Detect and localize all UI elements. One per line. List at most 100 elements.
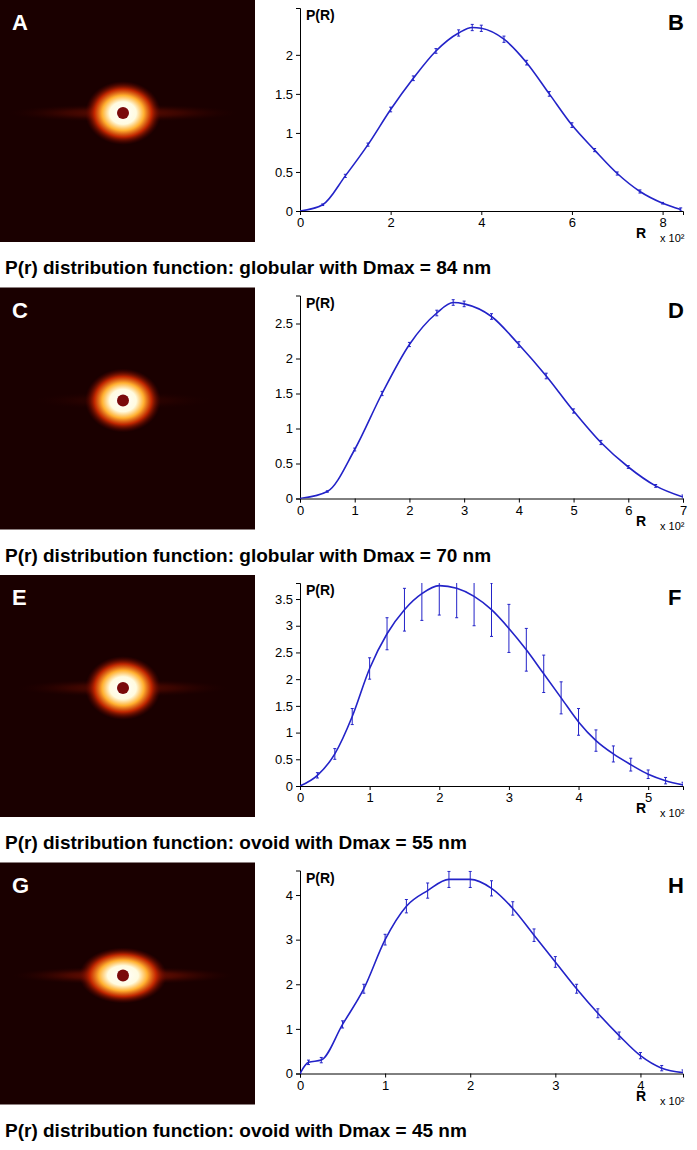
image-background	[0, 863, 255, 1105]
y-tick-label: 2	[286, 672, 293, 687]
x-tick-label: 3	[506, 790, 513, 805]
y-axis-title: P(R)	[306, 7, 335, 23]
y-axis: 00.511.522.533.5	[275, 584, 301, 794]
x-tick: 5	[570, 499, 577, 518]
y-tick: 2.5	[275, 316, 300, 331]
y-tick-label: 2.5	[275, 316, 293, 331]
y-tick-mark	[296, 895, 300, 896]
y-axis-line	[296, 584, 301, 787]
scatter-glow	[85, 369, 161, 433]
y-tick: 3	[286, 932, 300, 947]
y-tick-mark	[296, 359, 300, 360]
x-axis-line	[301, 1074, 684, 1078]
y-tick-label: 1	[286, 126, 293, 141]
x-tick: 3	[506, 786, 513, 805]
x-tick: 2	[388, 211, 395, 230]
y-tick-label: 2	[286, 351, 293, 366]
panel-row: C0123456700.511.522.5P(R)Rx 10²DP(r) dis…	[0, 288, 687, 566]
plot-marks	[300, 583, 683, 786]
y-tick-label: 2.5	[275, 645, 293, 660]
y-tick-mark	[296, 394, 300, 395]
x-tick-label: 5	[570, 503, 577, 518]
y-tick-mark	[296, 55, 300, 56]
pr-curve	[300, 28, 681, 211]
caption: P(r) distribution function: globular wit…	[5, 257, 491, 278]
x-tick: 2	[406, 499, 413, 518]
y-tick-mark	[296, 706, 300, 707]
beamstop	[117, 107, 129, 119]
x-tick-label: 0	[297, 1078, 304, 1093]
y-tick-label: 4	[286, 888, 293, 903]
y-tick-mark	[296, 1074, 300, 1075]
x-tick: 6	[625, 499, 632, 518]
y-tick-label: 3	[286, 932, 293, 947]
x-axis-multiplier: x 10²	[660, 232, 685, 244]
caption: P(r) distribution function: ovoid with D…	[5, 1120, 467, 1141]
panel-label: E	[12, 585, 27, 610]
y-tick: 4	[286, 888, 300, 903]
x-tick: 6	[569, 211, 576, 230]
figure: A0246800.511.52P(R)Rx 10²BP(r) distribut…	[0, 0, 697, 1150]
y-tick-mark	[296, 984, 300, 985]
y-tick-label: 0	[286, 1066, 293, 1081]
y-tick: 1.5	[275, 699, 300, 714]
error-bar	[438, 583, 441, 615]
y-tick-mark	[296, 786, 300, 787]
y-tick: 0.5	[275, 165, 300, 180]
scatter-glow	[85, 81, 161, 145]
x-tick-label: 2	[406, 503, 413, 518]
x-axis-multiplier: x 10²	[660, 807, 685, 819]
y-tick-mark	[296, 733, 300, 734]
y-tick-mark	[296, 464, 300, 465]
panel-label: A	[12, 10, 28, 35]
y-tick: 1.5	[275, 386, 300, 401]
y-tick-mark	[296, 1029, 300, 1030]
scatter-glow	[85, 656, 161, 720]
panel-label: C	[12, 298, 28, 323]
y-tick-label: 1.5	[275, 386, 293, 401]
x-tick-label: 7	[680, 503, 687, 518]
x-tick-label: 1	[382, 1078, 389, 1093]
pr-curve	[300, 879, 683, 1073]
x-axis-title: R	[636, 225, 646, 241]
y-tick: 0.5	[275, 752, 300, 767]
y-tick: 2.5	[275, 645, 300, 660]
x-axis-title: R	[636, 1088, 646, 1104]
x-tick: 1	[367, 786, 374, 805]
plot-marks	[300, 300, 683, 499]
y-tick: 0.5	[275, 456, 300, 471]
panel-row: G0123401234P(R)Rx 10²HP(r) distribution …	[0, 863, 685, 1141]
pr-curve	[300, 586, 683, 786]
x-axis-multiplier: x 10²	[660, 1095, 685, 1107]
y-tick: 0	[286, 204, 300, 219]
x-axis-title: R	[636, 513, 646, 529]
y-tick-label: 0.5	[275, 752, 293, 767]
x-tick: 4	[575, 786, 582, 805]
caption: P(r) distribution function: ovoid with D…	[5, 832, 467, 853]
y-tick-mark	[296, 759, 300, 760]
y-tick: 3.5	[275, 592, 300, 607]
y-tick: 0	[286, 1066, 300, 1081]
x-tick: 4	[516, 499, 523, 518]
y-tick-label: 1	[286, 725, 293, 740]
x-axis: 012345	[297, 786, 684, 805]
x-tick: 0	[297, 499, 304, 518]
y-tick: 1	[286, 126, 300, 141]
y-axis-title: P(R)	[306, 582, 335, 598]
x-tick-label: 2	[467, 1078, 474, 1093]
x-axis: 02468	[297, 211, 684, 230]
y-tick-mark	[296, 94, 300, 95]
y-tick-label: 0.5	[275, 165, 293, 180]
x-tick-label: 1	[367, 790, 374, 805]
figure-svg: A0246800.511.52P(R)Rx 10²BP(r) distribut…	[0, 0, 697, 1150]
y-axis-title: P(R)	[306, 870, 335, 886]
x-tick-label: 4	[478, 215, 485, 230]
y-tick-mark	[296, 211, 300, 212]
y-tick-label: 1.5	[275, 699, 293, 714]
y-tick-label: 3.5	[275, 592, 293, 607]
y-tick: 1	[286, 725, 300, 740]
detector-image	[0, 288, 255, 530]
x-tick-label: 4	[516, 503, 523, 518]
x-axis-line	[301, 212, 684, 216]
x-tick-label: 4	[575, 790, 582, 805]
